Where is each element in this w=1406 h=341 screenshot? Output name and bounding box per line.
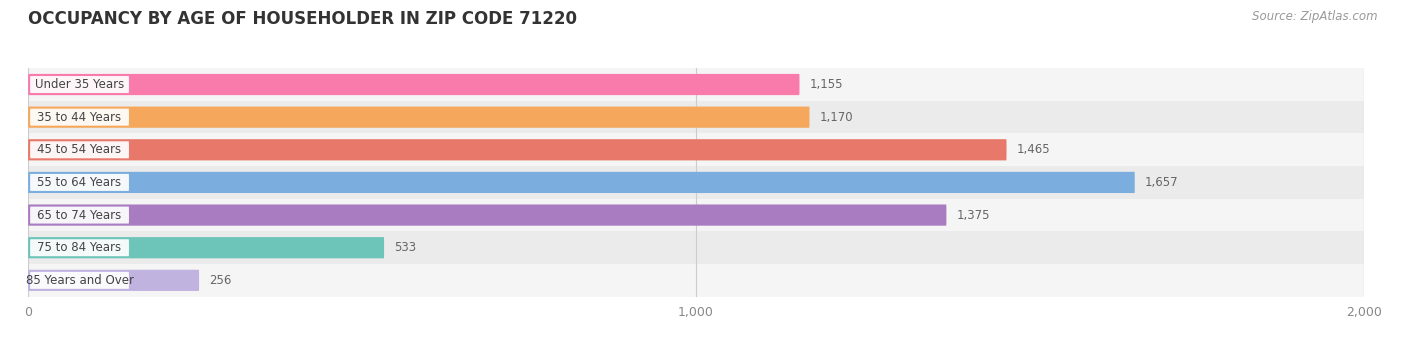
Text: 85 Years and Over: 85 Years and Over bbox=[25, 274, 134, 287]
Bar bbox=[28, 68, 1364, 101]
FancyBboxPatch shape bbox=[28, 139, 1007, 160]
FancyBboxPatch shape bbox=[30, 76, 129, 93]
FancyBboxPatch shape bbox=[28, 106, 810, 128]
Bar bbox=[28, 133, 1364, 166]
Text: 533: 533 bbox=[394, 241, 416, 254]
FancyBboxPatch shape bbox=[30, 207, 129, 224]
FancyBboxPatch shape bbox=[28, 237, 384, 258]
FancyBboxPatch shape bbox=[28, 74, 800, 95]
Text: OCCUPANCY BY AGE OF HOUSEHOLDER IN ZIP CODE 71220: OCCUPANCY BY AGE OF HOUSEHOLDER IN ZIP C… bbox=[28, 10, 576, 28]
Bar bbox=[28, 232, 1364, 264]
Text: 35 to 44 Years: 35 to 44 Years bbox=[38, 111, 121, 124]
Text: Under 35 Years: Under 35 Years bbox=[35, 78, 124, 91]
Text: 1,170: 1,170 bbox=[820, 111, 853, 124]
Bar bbox=[28, 101, 1364, 133]
Text: Source: ZipAtlas.com: Source: ZipAtlas.com bbox=[1253, 10, 1378, 23]
Text: 45 to 54 Years: 45 to 54 Years bbox=[38, 143, 121, 156]
FancyBboxPatch shape bbox=[30, 272, 129, 289]
FancyBboxPatch shape bbox=[28, 270, 200, 291]
Text: 75 to 84 Years: 75 to 84 Years bbox=[38, 241, 121, 254]
Text: 55 to 64 Years: 55 to 64 Years bbox=[38, 176, 121, 189]
Text: 65 to 74 Years: 65 to 74 Years bbox=[38, 209, 122, 222]
Text: 256: 256 bbox=[209, 274, 232, 287]
FancyBboxPatch shape bbox=[30, 174, 129, 191]
FancyBboxPatch shape bbox=[28, 172, 1135, 193]
Text: 1,155: 1,155 bbox=[810, 78, 844, 91]
FancyBboxPatch shape bbox=[30, 109, 129, 125]
FancyBboxPatch shape bbox=[28, 205, 946, 226]
FancyBboxPatch shape bbox=[30, 239, 129, 256]
Text: 1,657: 1,657 bbox=[1144, 176, 1178, 189]
Bar bbox=[28, 264, 1364, 297]
FancyBboxPatch shape bbox=[30, 141, 129, 158]
Bar bbox=[28, 166, 1364, 199]
Text: 1,375: 1,375 bbox=[956, 209, 990, 222]
Text: 1,465: 1,465 bbox=[1017, 143, 1050, 156]
Bar bbox=[28, 199, 1364, 232]
